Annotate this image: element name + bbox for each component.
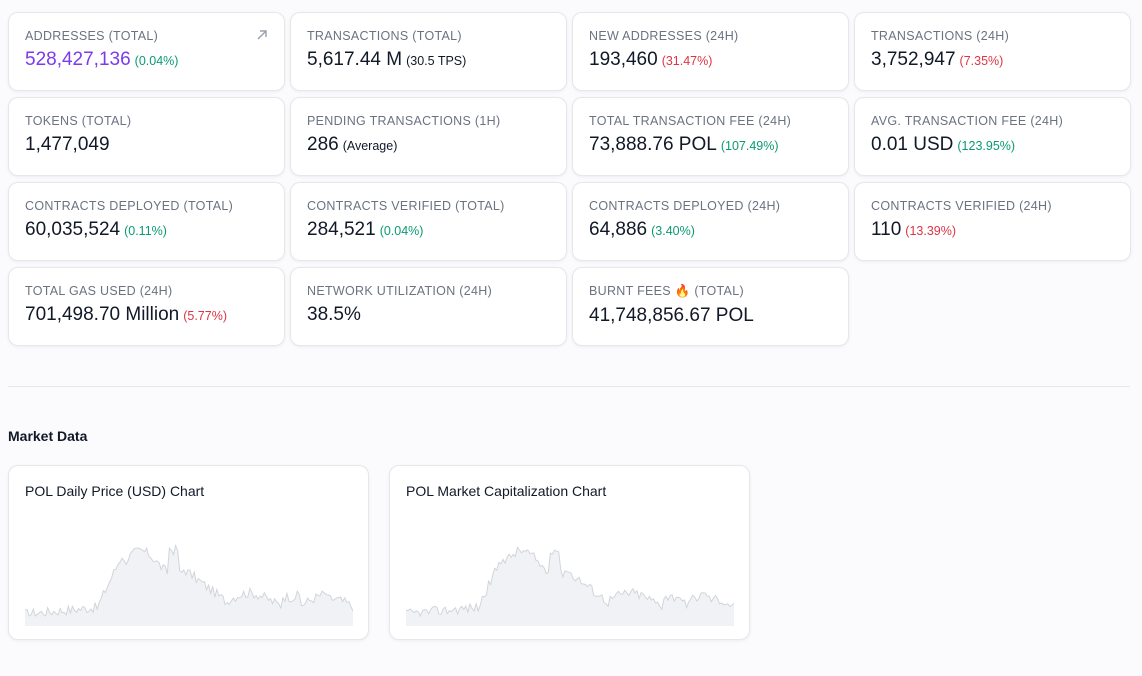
stat-value: 41,748,856.67 POL	[589, 305, 754, 326]
stat-label: BURNT FEES 🔥 (TOTAL)	[589, 284, 744, 298]
stat-label: CONTRACTS VERIFIED (24H)	[871, 199, 1052, 213]
sparkline-line	[25, 543, 353, 617]
stat-value-row: 3,752,947 (7.35%)	[871, 49, 1114, 71]
stat-card: PENDING TRANSACTIONS (1H) 286 (Average)	[290, 97, 567, 176]
price-sparkline	[25, 543, 353, 626]
stat-value-row: 284,521 (0.04%)	[307, 219, 550, 241]
stat-change: (5.77%)	[183, 309, 227, 323]
stat-change: (31.47%)	[661, 54, 713, 68]
stat-value: 1,477,049	[25, 134, 110, 155]
stat-value: 38.5%	[307, 304, 361, 325]
stat-label: TOTAL TRANSACTION FEE (24H)	[589, 114, 792, 128]
price-chart-title: POL Daily Price (USD) Chart	[25, 483, 205, 499]
stat-value-row: 1,477,049	[25, 134, 268, 156]
stat-card: TRANSACTIONS (TOTAL) 5,617.44 M (30.5 TPS)	[290, 12, 567, 91]
stat-value: 73,888.76 POL	[589, 134, 717, 155]
stat-value-row: 38.5%	[307, 304, 550, 326]
stat-label: TRANSACTIONS (24H)	[871, 29, 1010, 43]
stat-value: 60,035,524	[25, 219, 121, 240]
external-arrow-icon[interactable]	[256, 29, 268, 41]
stat-change: (7.35%)	[959, 54, 1004, 68]
stat-card: NEW ADDRESSES (24H) 193,460 (31.47%)	[572, 12, 849, 91]
stat-change: (13.39%)	[905, 224, 957, 238]
stat-card: TOKENS (TOTAL) 1,477,049	[8, 97, 285, 176]
stat-value-row: 0.01 USD (123.95%)	[871, 134, 1114, 156]
stat-value: 110	[871, 219, 902, 240]
sparkline-area	[25, 545, 353, 626]
stat-label: CONTRACTS DEPLOYED (TOTAL)	[25, 199, 234, 213]
stat-value-row: 701,498.70 Million (5.77%)	[25, 304, 268, 326]
market-cap-sparkline	[406, 546, 734, 626]
stat-value-row: 64,886 (3.40%)	[589, 219, 832, 241]
stat-card: BURNT FEES 🔥 (TOTAL) 41,748,856.67 POL	[572, 267, 849, 346]
stat-label: NETWORK UTILIZATION (24H)	[307, 284, 493, 298]
stats-grid: ADDRESSES (TOTAL) 528,427,136 (0.04%) TRANS…	[8, 12, 1131, 346]
stat-card: CONTRACTS DEPLOYED (24H) 64,886 (3.40%)	[572, 182, 849, 261]
stat-value: 528,427,136	[25, 49, 131, 70]
stat-value: 3,752,947	[871, 49, 956, 70]
stat-card: TOTAL GAS USED (24H) 701,498.70 Million (5…	[8, 267, 285, 346]
stat-change: (107.49%)	[720, 139, 779, 153]
stat-value-row: 193,460 (31.47%)	[589, 49, 832, 71]
stat-label: AVG. TRANSACTION FEE (24H)	[871, 114, 1064, 128]
stat-change: (Average)	[342, 139, 398, 153]
sparkline-area	[406, 547, 734, 626]
stat-change: (123.95%)	[957, 139, 1016, 153]
stat-label: CONTRACTS DEPLOYED (24H)	[589, 199, 781, 213]
stat-change: (3.40%)	[651, 224, 695, 238]
stat-value: 286	[307, 134, 339, 155]
stat-label: PENDING TRANSACTIONS (1H)	[307, 114, 501, 128]
stat-value-row: 528,427,136 (0.04%)	[25, 49, 268, 71]
stat-value-row: 60,035,524 (0.11%)	[25, 219, 268, 241]
stat-change: (0.11%)	[124, 224, 167, 238]
stat-value-row: 110 (13.39%)	[871, 219, 1114, 241]
stat-card: CONTRACTS VERIFIED (TOTAL) 284,521 (0.04%)	[290, 182, 567, 261]
stat-value: 64,886	[589, 219, 648, 240]
stat-label: CONTRACTS VERIFIED (TOTAL)	[307, 199, 505, 213]
stat-change: (0.04%)	[379, 224, 424, 238]
market-cap-chart-card[interactable]: POL Market Capitalization Chart	[389, 465, 750, 640]
stat-value: 701,498.70 Million	[25, 304, 180, 325]
stat-card[interactable]: ADDRESSES (TOTAL) 528,427,136 (0.04%)	[8, 12, 285, 91]
stat-card: TRANSACTIONS (24H) 3,752,947 (7.35%)	[854, 12, 1131, 91]
stat-card: CONTRACTS DEPLOYED (TOTAL) 60,035,524 (0.1…	[8, 182, 285, 261]
stat-label: TOKENS (TOTAL)	[25, 114, 132, 128]
stat-card: CONTRACTS VERIFIED (24H) 110 (13.39%)	[854, 182, 1131, 261]
stat-value-row: 5,617.44 M (30.5 TPS)	[307, 49, 550, 71]
stat-value: 284,521	[307, 219, 376, 240]
stat-card: NETWORK UTILIZATION (24H) 38.5%	[290, 267, 567, 346]
section-divider	[8, 386, 1130, 387]
stat-value: 5,617.44 M	[307, 49, 403, 70]
market-cap-chart-title: POL Market Capitalization Chart	[406, 483, 607, 499]
stat-label: NEW ADDRESSES (24H)	[589, 29, 739, 43]
stat-label: TOTAL GAS USED (24H)	[25, 284, 173, 298]
stat-value: 0.01 USD	[871, 134, 954, 155]
price-chart-card[interactable]: POL Daily Price (USD) Chart	[8, 465, 369, 640]
stat-value-row: 286 (Average)	[307, 134, 550, 156]
stat-label: TRANSACTIONS (TOTAL)	[307, 29, 462, 43]
sparkline-line	[406, 546, 734, 618]
stat-value: 193,460	[589, 49, 658, 70]
stat-value-row: 73,888.76 POL (107.49%)	[589, 134, 832, 156]
stat-card: AVG. TRANSACTION FEE (24H) 0.01 USD (123.9…	[854, 97, 1131, 176]
stat-value-row: 41,748,856.67 POL	[589, 305, 832, 327]
market-data-title: Market Data	[8, 428, 88, 444]
stat-change: (30.5 TPS)	[406, 54, 467, 68]
stat-card: TOTAL TRANSACTION FEE (24H) 73,888.76 POL…	[572, 97, 849, 176]
stat-label: ADDRESSES (TOTAL)	[25, 29, 159, 43]
stat-change: (0.04%)	[134, 54, 179, 68]
